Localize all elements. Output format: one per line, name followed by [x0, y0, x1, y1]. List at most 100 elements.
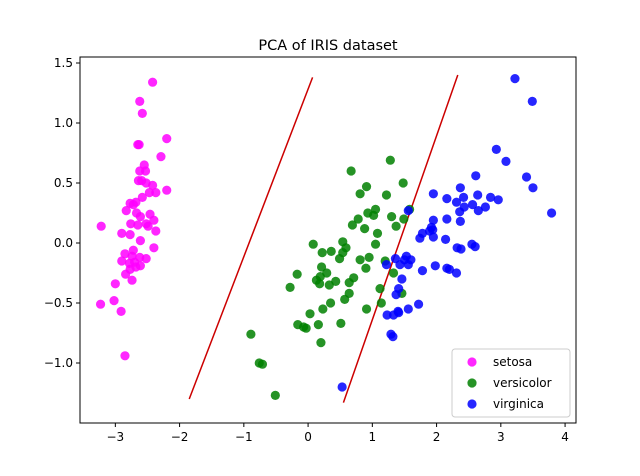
point-setosa	[126, 219, 136, 229]
point-setosa	[141, 254, 151, 264]
point-setosa	[151, 226, 161, 236]
legend: setosa versicolor virginica	[451, 348, 571, 418]
point-versicolor	[361, 263, 371, 273]
series-versicolor	[246, 155, 415, 400]
plot-area	[95, 74, 557, 403]
x-tick-label: −3	[106, 430, 124, 444]
point-virginica	[473, 190, 483, 200]
point-versicolor	[346, 166, 356, 176]
point-versicolor	[336, 318, 346, 328]
x-tick-label: 1	[369, 430, 377, 444]
separator-line-1	[188, 77, 314, 400]
point-versicolor	[398, 178, 408, 188]
point-virginica	[473, 206, 483, 216]
point-virginica	[444, 264, 455, 274]
point-versicolor	[399, 214, 409, 224]
point-virginica	[546, 208, 557, 218]
point-virginica	[510, 74, 520, 84]
point-virginica	[521, 172, 532, 182]
point-virginica	[337, 382, 347, 392]
point-setosa	[125, 230, 135, 240]
separator-line-2	[342, 74, 459, 403]
point-virginica	[467, 200, 478, 210]
point-versicolor	[340, 294, 350, 304]
point-virginica	[382, 310, 392, 320]
point-versicolor	[391, 221, 401, 231]
x-tick-label: 0	[304, 430, 312, 444]
point-versicolor	[355, 255, 365, 265]
point-virginica	[442, 214, 452, 224]
point-versicolor	[318, 304, 328, 314]
point-setosa	[151, 188, 161, 198]
x-tick-label: 2	[433, 430, 441, 444]
point-setosa	[149, 215, 159, 225]
point-virginica	[403, 304, 413, 314]
y-tick-label: −0.5	[44, 296, 73, 310]
point-virginica	[440, 234, 451, 244]
point-virginica	[428, 232, 438, 242]
point-versicolor	[305, 309, 315, 319]
point-setosa	[117, 256, 127, 266]
point-virginica	[428, 189, 438, 199]
legend-label-virginica: virginica	[493, 397, 544, 411]
point-versicolor	[388, 268, 399, 278]
y-tick-label: 1.0	[54, 116, 73, 130]
series-virginica	[337, 74, 557, 392]
point-setosa	[128, 200, 138, 210]
point-versicolor	[301, 323, 311, 333]
point-virginica	[455, 207, 465, 217]
point-virginica	[397, 274, 407, 284]
series-setosa	[95, 77, 172, 361]
y-tick-label: 1.5	[54, 56, 73, 70]
point-versicolor	[355, 189, 365, 199]
point-setosa	[121, 206, 131, 216]
point-virginica	[458, 192, 469, 202]
point-setosa	[117, 228, 127, 238]
point-versicolor	[361, 304, 372, 314]
legend-label-versicolor: versicolor	[493, 376, 552, 390]
legend-box	[451, 348, 571, 418]
plot-frame	[79, 56, 577, 424]
point-virginica	[413, 299, 424, 309]
point-virginica	[403, 260, 413, 270]
point-versicolor	[285, 282, 295, 292]
plot-marks	[95, 74, 557, 403]
point-virginica	[430, 261, 440, 271]
point-versicolor	[325, 298, 336, 308]
point-setosa	[135, 236, 145, 246]
point-versicolor	[381, 190, 392, 200]
point-setosa	[162, 134, 172, 144]
point-setosa	[156, 152, 166, 162]
point-virginica	[428, 215, 438, 225]
point-versicolor	[369, 210, 379, 220]
chart-title: PCA of IRIS dataset	[258, 38, 398, 54]
x-tick-label: −2	[171, 430, 189, 444]
point-virginica	[417, 266, 428, 276]
point-versicolor	[375, 284, 385, 294]
point-virginica	[493, 195, 503, 205]
point-versicolor	[385, 155, 395, 165]
legend-label-setosa: setosa	[493, 355, 532, 369]
y-tick-label: 0.5	[54, 176, 73, 190]
point-virginica	[415, 233, 425, 243]
y-tick-label: −1.0	[44, 356, 73, 370]
point-setosa	[148, 77, 158, 87]
point-setosa	[144, 188, 154, 198]
point-virginica	[501, 156, 511, 166]
point-virginica	[451, 197, 462, 207]
point-setosa	[133, 176, 144, 186]
point-versicolor	[353, 214, 363, 224]
point-virginica	[395, 260, 405, 270]
point-versicolor	[316, 262, 327, 272]
point-versicolor	[316, 338, 326, 348]
point-versicolor	[326, 246, 336, 256]
point-setosa	[120, 351, 130, 361]
point-versicolor	[344, 278, 354, 288]
point-versicolor	[372, 228, 383, 238]
legend-marker-virginica	[467, 399, 477, 409]
point-setosa	[149, 243, 159, 253]
point-setosa	[109, 296, 119, 306]
point-setosa	[134, 140, 144, 150]
axes: −3 −2 −1 0 1 2 3 4 −1.0 −0.5 0.0 0.5 1.0 1.5	[44, 56, 577, 444]
point-virginica	[471, 171, 481, 181]
